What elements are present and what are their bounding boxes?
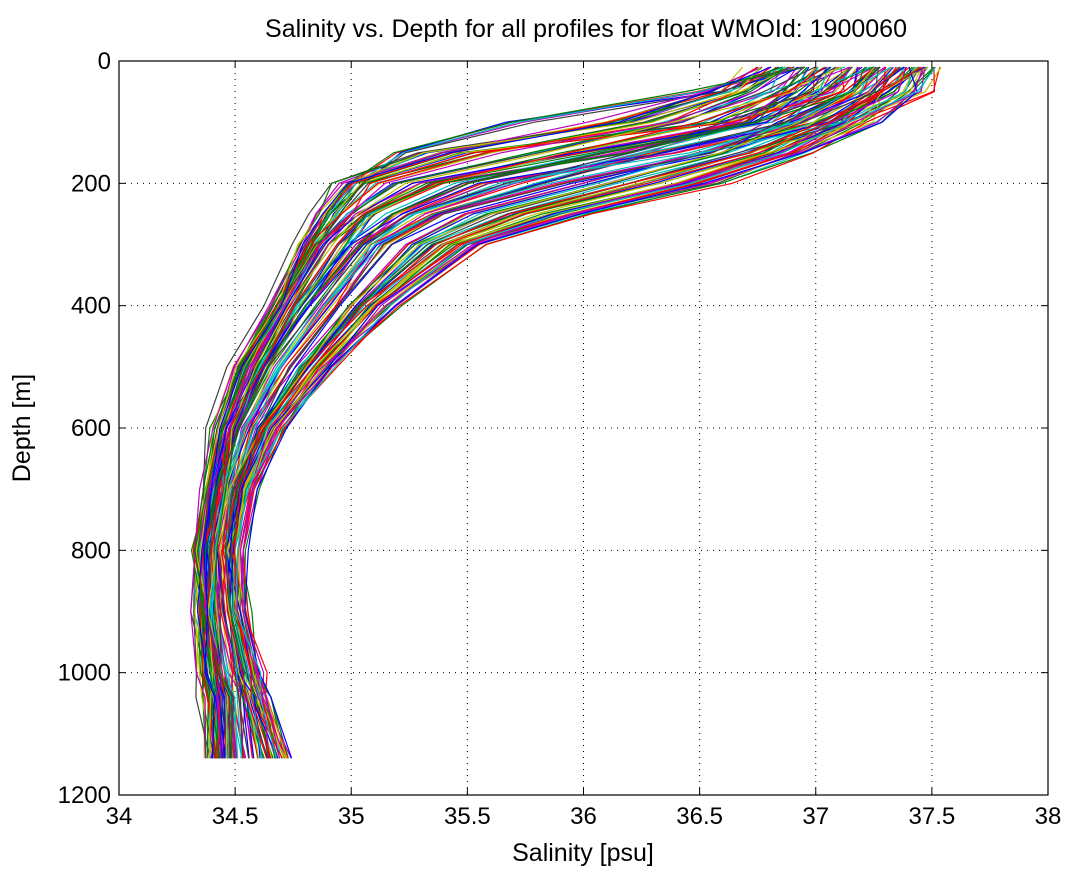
profile-line-34 bbox=[225, 67, 845, 759]
profile-line-126 bbox=[235, 66, 936, 759]
profile-line-107 bbox=[211, 66, 819, 759]
profile-line-97 bbox=[205, 66, 876, 759]
profile-line-128 bbox=[219, 66, 875, 759]
x-tick-label: 36 bbox=[570, 803, 597, 830]
x-tick-label: 36.5 bbox=[676, 803, 723, 830]
profile-line-115 bbox=[219, 66, 881, 759]
profile-line-110 bbox=[207, 66, 876, 759]
y-tick-label: 1200 bbox=[58, 782, 111, 809]
y-tick-label: 600 bbox=[71, 415, 111, 442]
profile-line-94 bbox=[197, 66, 851, 759]
profile-line-118 bbox=[194, 66, 806, 759]
profile-line-57 bbox=[227, 66, 919, 759]
x-tick-label: 34 bbox=[106, 803, 133, 830]
profile-line-103 bbox=[213, 66, 879, 759]
profile-line-129 bbox=[206, 66, 828, 759]
grid-lines bbox=[119, 61, 1048, 795]
profile-line-78 bbox=[226, 66, 858, 759]
profile-line-117 bbox=[233, 66, 910, 759]
profile-line-66 bbox=[198, 66, 874, 759]
x-tick-label: 37 bbox=[802, 803, 829, 830]
x-tick-label: 35 bbox=[338, 803, 365, 830]
profile-lines bbox=[190, 66, 942, 759]
y-tick-label: 0 bbox=[98, 48, 111, 75]
profile-line-27 bbox=[219, 66, 875, 759]
profile-line-81 bbox=[202, 66, 871, 759]
profile-line-121 bbox=[207, 66, 818, 759]
profile-line-106 bbox=[224, 66, 881, 759]
axis-ticks: 34 34.5 35 35.5 36 36.5 37 37.5 38 0 200 400 600 800 1… bbox=[58, 48, 1062, 830]
profile-line-105 bbox=[192, 66, 772, 759]
profile-line-104 bbox=[225, 66, 926, 759]
profile-line-12 bbox=[219, 66, 848, 759]
x-tick-label: 38 bbox=[1035, 803, 1062, 830]
profile-line-53 bbox=[209, 66, 881, 759]
profile-line-9 bbox=[213, 66, 876, 759]
x-tick-label: 37.5 bbox=[909, 803, 956, 830]
y-tick-label: 1000 bbox=[58, 660, 111, 687]
profile-line-120 bbox=[242, 66, 907, 759]
profile-line-114 bbox=[194, 66, 762, 759]
x-tick-label: 35.5 bbox=[444, 803, 491, 830]
profile-line-75 bbox=[213, 66, 860, 759]
y-tick-label: 800 bbox=[71, 537, 111, 564]
profile-line-125 bbox=[213, 66, 866, 759]
chart-title: Salinity vs. Depth for all profiles for … bbox=[265, 15, 907, 43]
y-tick-label: 200 bbox=[71, 170, 111, 197]
y-tick-label: 400 bbox=[71, 293, 111, 320]
profile-line-127 bbox=[202, 66, 791, 759]
profile-line-15 bbox=[211, 66, 861, 759]
x-axis-label: Salinity [psu] bbox=[512, 839, 654, 867]
x-tick-label: 34.5 bbox=[212, 803, 259, 830]
profile-line-113 bbox=[236, 66, 924, 759]
profile-line-108 bbox=[190, 66, 763, 759]
y-axis-label: Depth [m] bbox=[8, 374, 36, 482]
profile-line-70 bbox=[193, 66, 779, 759]
profile-line-131 bbox=[221, 66, 922, 759]
profile-line-119 bbox=[225, 66, 892, 759]
profile-line-0 bbox=[202, 66, 863, 759]
profile-line-122 bbox=[225, 66, 853, 759]
profile-line-93 bbox=[210, 66, 877, 759]
profile-line-130 bbox=[203, 66, 772, 759]
profile-line-37 bbox=[215, 66, 875, 759]
profile-line-116 bbox=[196, 66, 831, 759]
